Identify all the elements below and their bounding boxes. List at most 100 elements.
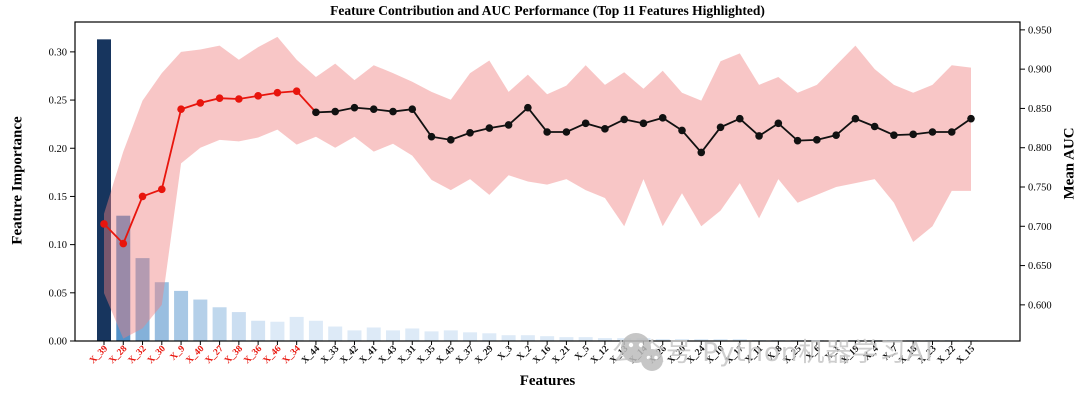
x-tick-label: X_21 xyxy=(551,344,573,366)
x-tick-label: X_44 xyxy=(300,344,322,366)
auc-point xyxy=(196,99,205,107)
x-tick-label: X_18 xyxy=(897,344,919,366)
auc-point xyxy=(890,131,898,139)
left-tick-label: 0.30 xyxy=(49,47,67,58)
importance-bar xyxy=(135,258,150,341)
importance-bar xyxy=(116,215,131,341)
importance-bar xyxy=(289,316,304,341)
right-tick-label: 0.950 xyxy=(1028,25,1052,36)
x-tick-label: X_4 xyxy=(862,344,881,363)
x-tick-label: X_19 xyxy=(840,344,862,366)
x-tick-label: X_27 xyxy=(204,344,226,366)
x-tick-label: X_41 xyxy=(358,344,380,366)
auc-point xyxy=(389,107,397,116)
auc-point xyxy=(235,95,243,103)
importance-bar xyxy=(174,290,189,341)
auc-point xyxy=(177,105,185,114)
auc-point xyxy=(215,94,224,103)
importance-bar xyxy=(366,327,381,341)
auc-point xyxy=(254,92,262,100)
x-tick-label: X_11 xyxy=(744,344,766,366)
auc-point xyxy=(562,128,571,136)
chart-title: Feature Contribution and AUC Performance… xyxy=(330,3,765,18)
x-tick-label: X_23 xyxy=(917,344,939,366)
importance-bar xyxy=(501,335,516,341)
importance-bar xyxy=(482,333,497,341)
x-tick-label: X_15 xyxy=(955,344,977,366)
importance-bar xyxy=(597,338,612,341)
importance-bar xyxy=(231,312,246,341)
x-tick-label: X_40 xyxy=(184,344,206,366)
auc-point xyxy=(581,119,590,128)
importance-bar xyxy=(328,326,343,341)
x-tick-label: X_45 xyxy=(435,344,457,366)
x-tick-label: X_30 xyxy=(146,344,168,366)
x-tick-label: X_33 xyxy=(319,344,341,366)
importance-bar xyxy=(520,335,535,341)
importance-bar xyxy=(443,330,458,341)
x-tick-label: X_46 xyxy=(262,344,284,366)
auc-point xyxy=(716,123,725,132)
x-tick-label: X_37 xyxy=(454,344,476,366)
auc-point xyxy=(947,128,956,136)
importance-bar xyxy=(732,339,747,341)
auc-point xyxy=(447,136,455,144)
x-tick-label: X_28 xyxy=(107,344,129,366)
x-tick-label: X_29 xyxy=(473,344,495,366)
auc-point xyxy=(832,131,840,139)
auc-point xyxy=(331,107,340,116)
x-tick-label: X_43 xyxy=(377,344,399,366)
x-tick-label: X_26 xyxy=(647,344,669,366)
auc-point xyxy=(870,122,879,131)
auc-point xyxy=(292,87,301,95)
auc-point xyxy=(639,119,648,128)
x-tick-label: X_35 xyxy=(416,344,438,366)
x-tick-label: X_10 xyxy=(705,344,727,366)
auc-point xyxy=(504,121,513,129)
x-tick-label: X_36 xyxy=(242,344,264,366)
auc-point xyxy=(350,103,359,112)
x-tick-label: X_34 xyxy=(281,344,303,366)
left-tick-label: 0.20 xyxy=(49,144,67,155)
auc-point xyxy=(601,125,609,133)
importance-bar xyxy=(713,339,728,341)
auc-point xyxy=(813,136,821,144)
auc-point xyxy=(793,136,802,145)
auc-point xyxy=(158,185,166,194)
auc-point xyxy=(466,128,474,137)
x-tick-label: X_14 xyxy=(628,344,650,366)
importance-bar xyxy=(405,328,420,341)
importance-bar xyxy=(386,330,400,341)
right-tick-label: 0.900 xyxy=(1028,65,1052,76)
importance-bar xyxy=(655,339,670,341)
x-tick-label: X_38 xyxy=(223,344,245,366)
x-tick-label: X_17 xyxy=(724,344,746,366)
auc-point xyxy=(369,105,378,114)
right-tick-label: 0.800 xyxy=(1028,143,1052,154)
x-tick-label: X_6 xyxy=(804,344,823,363)
auc-point xyxy=(273,88,282,97)
importance-bar xyxy=(251,320,266,341)
x-tick-label: X_22 xyxy=(936,344,958,366)
x-tick-label: X_25 xyxy=(782,344,804,366)
x-tick-label: X_20 xyxy=(666,344,688,366)
auc-point xyxy=(774,119,783,128)
importance-bar xyxy=(424,331,439,341)
auc-point xyxy=(119,239,128,248)
auc-point xyxy=(427,132,436,141)
importance-bar xyxy=(308,320,323,341)
auc-point xyxy=(408,105,417,114)
right-axis-label: Mean AUC xyxy=(1061,127,1078,200)
x-tick-label: X_13 xyxy=(608,344,630,366)
auc-point xyxy=(736,114,744,123)
auc-point xyxy=(524,103,532,112)
left-tick-label: 0.00 xyxy=(49,337,67,348)
auc-point xyxy=(100,220,108,228)
auc-point xyxy=(678,126,686,135)
importance-bar xyxy=(463,332,478,341)
left-tick-label: 0.15 xyxy=(49,192,67,203)
importance-bar xyxy=(540,336,555,341)
right-tick-label: 0.750 xyxy=(1028,183,1052,194)
